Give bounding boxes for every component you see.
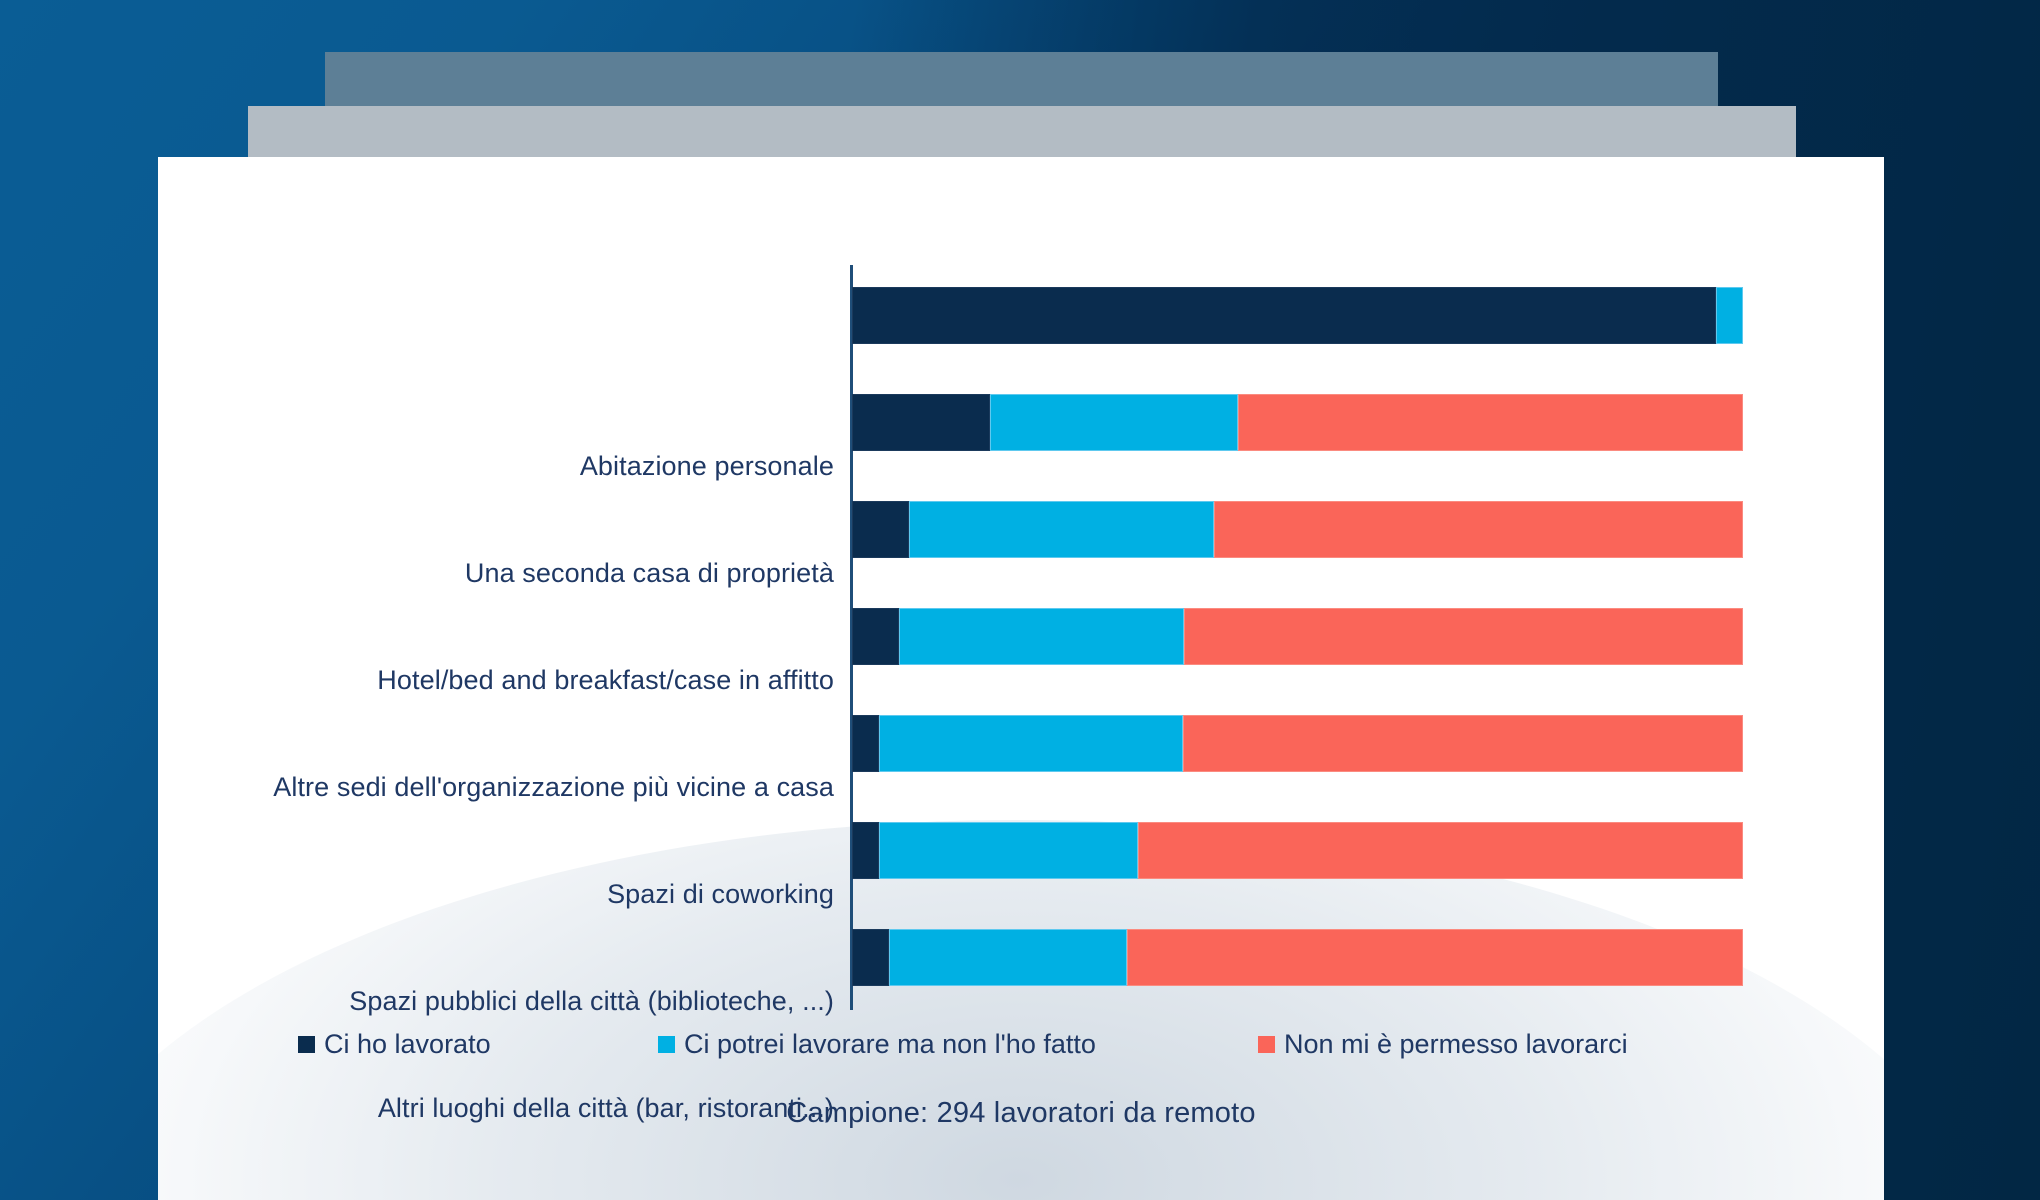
chart-legend: Ci ho lavorato Ci potrei lavorare ma non… — [298, 1029, 1728, 1060]
category-label-altri-luoghi: Altri luoghi della città (bar, ristorant… — [377, 1093, 834, 1123]
bar-segment-non-permesso[interactable] — [1127, 929, 1743, 986]
bar-segment-ci-potrei-lavorare[interactable] — [909, 501, 1214, 558]
bar-segment-ci-potrei-lavorare[interactable] — [1716, 287, 1743, 344]
bar-segment-ci-potrei-lavorare[interactable] — [888, 929, 1128, 986]
table-row[interactable] — [852, 929, 1743, 986]
bar-segment-ci-potrei-lavorare[interactable] — [899, 608, 1185, 665]
category-label-spazi-pubblici: Spazi pubblici della città (biblioteche,… — [349, 986, 834, 1016]
legend-label: Ci potrei lavorare ma non l'ho fatto — [684, 1029, 1096, 1059]
bar-segment-non-permesso[interactable] — [1213, 501, 1743, 558]
legend-item-non-permesso[interactable]: Non mi è permesso lavorarci — [1258, 1029, 1728, 1060]
legend-swatch-icon — [1258, 1036, 1275, 1053]
sample-size-caption: Campione: 294 lavoratori da remoto — [786, 1097, 1256, 1129]
category-axis-line — [850, 265, 853, 1010]
bar-segment-ci-ho-lavorato[interactable] — [852, 287, 1717, 344]
bar-segment-ci-potrei-lavorare[interactable] — [878, 822, 1138, 879]
table-row[interactable] — [852, 822, 1743, 879]
bar-segment-non-permesso[interactable] — [1237, 394, 1743, 451]
category-label-seconda-casa: Una seconda casa di proprietà — [464, 558, 834, 588]
bar-segment-non-permesso[interactable] — [1184, 608, 1743, 665]
bar-segment-ci-ho-lavorato[interactable] — [852, 715, 879, 772]
bar-segment-non-permesso[interactable] — [1183, 715, 1743, 772]
category-label-altre-sedi: Altre sedi dell'organizzazione più vicin… — [273, 772, 834, 802]
bar-segment-non-permesso[interactable] — [1137, 822, 1743, 879]
bar-segment-ci-ho-lavorato[interactable] — [852, 929, 889, 986]
legend-item-ci-potrei-lavorare[interactable]: Ci potrei lavorare ma non l'ho fatto — [658, 1029, 1258, 1060]
legend-swatch-icon — [298, 1036, 315, 1053]
legend-swatch-icon — [658, 1036, 675, 1053]
table-row[interactable] — [852, 715, 1743, 772]
table-row[interactable] — [852, 394, 1743, 451]
bar-segment-ci-ho-lavorato[interactable] — [852, 608, 900, 665]
bar-segment-ci-ho-lavorato[interactable] — [852, 394, 991, 451]
table-row[interactable] — [852, 287, 1743, 344]
bar-segment-ci-ho-lavorato[interactable] — [852, 822, 879, 879]
table-row[interactable] — [852, 608, 1743, 665]
bar-segment-ci-potrei-lavorare[interactable] — [990, 394, 1238, 451]
legend-item-ci-ho-lavorato[interactable]: Ci ho lavorato — [298, 1029, 658, 1060]
legend-label: Ci ho lavorato — [324, 1029, 491, 1059]
category-label-hotel-bnb: Hotel/bed and breakfast/case in affitto — [377, 665, 834, 695]
bar-segment-ci-ho-lavorato[interactable] — [852, 501, 910, 558]
legend-label: Non mi è permesso lavorarci — [1284, 1029, 1628, 1059]
plot-area — [850, 265, 1743, 1010]
category-label-coworking: Spazi di coworking — [607, 879, 834, 909]
category-label-abitazione-personale: Abitazione personale — [579, 451, 834, 481]
table-row[interactable] — [852, 501, 1743, 558]
chart-card: Abitazione personale Una seconda casa di… — [158, 157, 1884, 1200]
stacked-bar-chart: Abitazione personale Una seconda casa di… — [158, 157, 1884, 1200]
bar-segment-ci-potrei-lavorare[interactable] — [878, 715, 1184, 772]
